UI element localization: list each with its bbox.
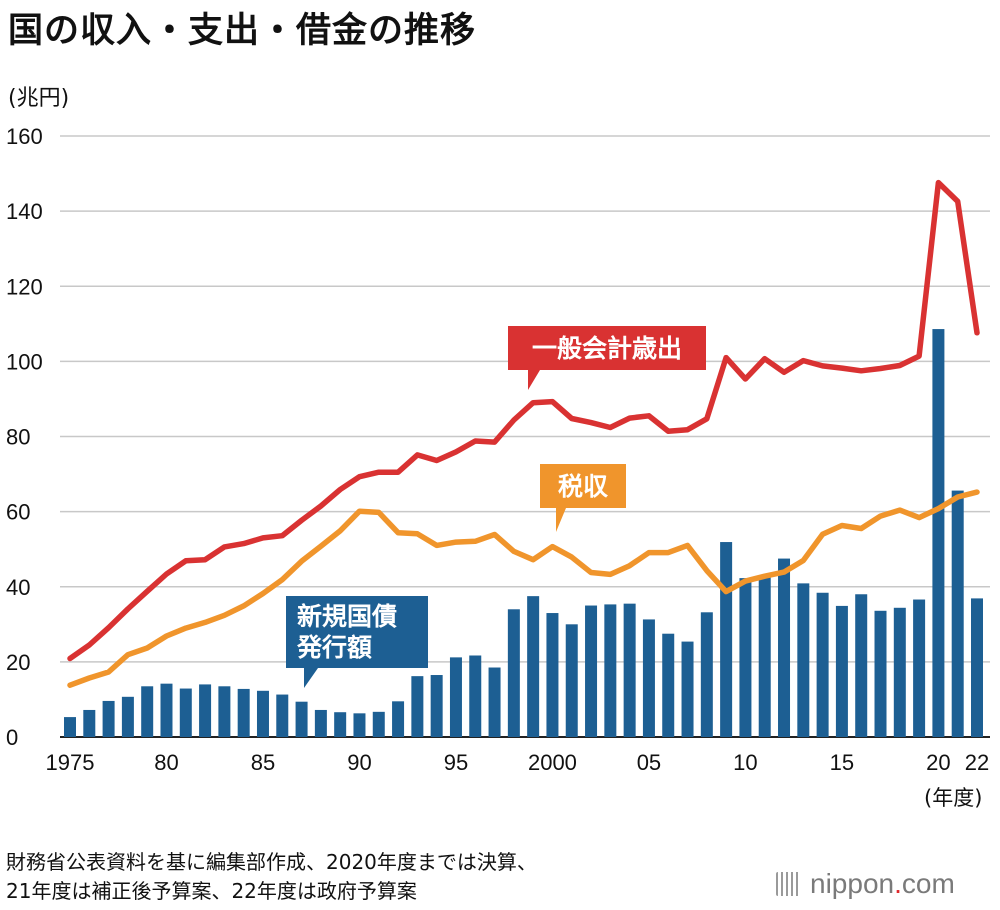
bond-bar [237, 688, 250, 737]
logo-mark-icon [776, 872, 800, 896]
bond-bar [314, 709, 327, 737]
bond-bar [430, 675, 443, 737]
logo-suffix: com [901, 868, 955, 899]
bond-bar [739, 578, 752, 737]
bond-bar [160, 683, 173, 737]
bond-bar [507, 609, 520, 737]
bond-bar [141, 686, 154, 737]
chart-title: 国の収入・支出・借金の推移 [8, 11, 477, 51]
bond-bar [565, 624, 578, 737]
bond-bar [218, 686, 231, 737]
bond-bar [816, 592, 829, 737]
bond-bar [469, 655, 482, 737]
y-tick-label: 120 [6, 274, 43, 299]
logo-dot: . [894, 868, 902, 899]
footnote: 財務省公表資料を基に編集部作成、2020年度までは決算、 21年度は補正後予算案… [6, 848, 537, 906]
y-tick-label: 140 [6, 199, 43, 224]
label-bonds-text-1: 新規国債 [297, 602, 397, 631]
tax-line [67, 489, 980, 688]
bond-bar [951, 490, 964, 737]
x-tick-label: 20 [926, 750, 950, 775]
x-tick-label: 10 [733, 750, 757, 775]
bond-bar [971, 598, 983, 737]
bond-bar [546, 613, 559, 737]
bond-bar [353, 713, 366, 737]
x-tick-label: 1975 [46, 750, 95, 775]
bond-bar [893, 607, 906, 737]
series-lines [67, 179, 980, 688]
bond-bar [662, 633, 675, 737]
label-expenditure-text: 一般会計歳出 [532, 334, 682, 363]
bond-bar [855, 594, 868, 737]
bond-bar [778, 558, 791, 737]
bond-bar [179, 688, 192, 737]
x-tick-label: 95 [444, 750, 468, 775]
bond-bar [392, 701, 405, 737]
logo-text: nippon [810, 868, 895, 899]
bond-issuance-bars [64, 329, 983, 737]
bond-bar [411, 676, 424, 737]
label-tax-text: 税収 [558, 473, 609, 501]
x-tick-label: 80 [154, 750, 178, 775]
bond-bar [585, 605, 598, 737]
x-tick-label: 85 [251, 750, 275, 775]
bond-bar [295, 701, 308, 737]
y-tick-label: 60 [6, 500, 30, 525]
bond-bar [932, 329, 945, 737]
label-bonds-text-2: 発行額 [296, 633, 372, 662]
expenditure-line [67, 179, 980, 662]
bond-bar [488, 667, 501, 737]
bond-bar [527, 596, 540, 737]
footnote-line-1: 財務省公表資料を基に編集部作成、2020年度までは決算、 [6, 850, 537, 874]
x-axis-unit: (年度) [924, 786, 983, 810]
label-bonds: 新規国債 発行額 [286, 596, 428, 688]
y-tick-labels: 0 20 40 60 80 100 120 140 160 [6, 124, 43, 750]
bond-bar [835, 605, 848, 737]
bond-bar [623, 603, 636, 737]
x-tick-label: 2000 [528, 750, 577, 775]
label-tax-box [540, 464, 626, 532]
x-tick-label: 05 [637, 750, 661, 775]
bond-bar [720, 542, 733, 737]
bond-bar [121, 696, 134, 737]
y-axis-unit: (兆円) [8, 86, 70, 111]
x-tick-label: 22 [965, 750, 989, 775]
x-tick-labels: 1975 80 85 90 95 2000 05 10 15 20 22 [46, 750, 990, 775]
label-tax: 税収 [540, 464, 626, 532]
bond-bar [700, 612, 713, 737]
bond-bar [449, 657, 462, 737]
nippon-logo: nippon. com [776, 868, 955, 900]
bond-bar [758, 576, 771, 737]
bond-bar [276, 694, 289, 737]
y-tick-label: 0 [6, 725, 18, 750]
bond-bar [372, 711, 385, 737]
label-expenditure-box [508, 326, 706, 390]
y-tick-label: 160 [6, 124, 43, 149]
bond-bar [681, 641, 694, 737]
x-tick-label: 15 [830, 750, 854, 775]
bond-bar [199, 684, 212, 737]
y-tick-label: 100 [6, 349, 43, 374]
bond-bar [64, 717, 76, 737]
bond-bar [913, 599, 926, 737]
gridlines [60, 135, 990, 738]
bond-bar [797, 583, 810, 737]
bond-bar [642, 619, 655, 737]
bond-bar [102, 700, 115, 737]
x-tick-label: 90 [347, 750, 371, 775]
bond-bar [604, 604, 617, 737]
bond-bar [874, 610, 887, 737]
bond-bar [334, 712, 347, 737]
y-tick-label: 80 [6, 425, 30, 450]
y-tick-label: 20 [6, 650, 30, 675]
y-tick-label: 40 [6, 575, 30, 600]
label-bonds-box [286, 596, 428, 688]
chart: 0 20 40 60 80 100 120 140 160 1975 80 85 90 95 2000 05… [6, 124, 990, 775]
footnote-line-2: 21年度は補正後予算案、22年度は政府予算案 [6, 879, 417, 903]
bond-bar [83, 709, 96, 737]
label-expenditure: 一般会計歳出 [508, 326, 706, 390]
bond-bar [256, 690, 269, 737]
